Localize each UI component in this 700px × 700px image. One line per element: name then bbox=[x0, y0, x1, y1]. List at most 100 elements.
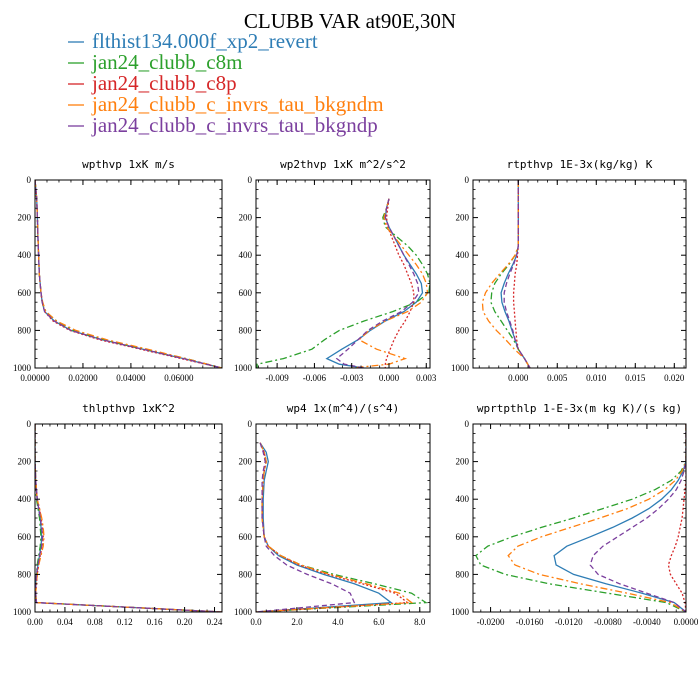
y-tick-label: 200 bbox=[18, 457, 32, 467]
series-line bbox=[507, 424, 686, 612]
x-tick-label: 0.00 bbox=[27, 617, 43, 627]
y-tick-label: 400 bbox=[456, 250, 470, 260]
x-tick-label: -0.0200 bbox=[477, 617, 505, 627]
x-tick-label: 0.015 bbox=[625, 373, 646, 383]
legend-entry: jan24_clubb_c_invrs_tau_bkgndm bbox=[91, 92, 384, 116]
x-tick-label: 0.04000 bbox=[116, 373, 146, 383]
y-tick-label: 800 bbox=[456, 325, 470, 335]
x-tick-label: -0.006 bbox=[303, 373, 327, 383]
x-tick-label: 0.0000 bbox=[674, 617, 699, 627]
x-tick-label: 0.010 bbox=[586, 373, 607, 383]
y-tick-label: 200 bbox=[456, 457, 470, 467]
x-tick-label: 0.20 bbox=[177, 617, 193, 627]
figure-title: CLUBB VAR at90E,30N bbox=[244, 9, 456, 33]
legend-entry: jan24_clubb_c_invrs_tau_bkgndp bbox=[91, 113, 378, 137]
y-tick-label: 600 bbox=[18, 288, 32, 298]
series-line bbox=[589, 424, 686, 612]
series-line bbox=[481, 180, 531, 368]
series-line bbox=[512, 180, 531, 368]
panel-title: wp4 1x(m^4)/(s^4) bbox=[287, 402, 400, 415]
y-tick-label: 400 bbox=[239, 494, 253, 504]
x-tick-label: -0.0160 bbox=[516, 617, 544, 627]
x-tick-label: 0.0 bbox=[250, 617, 262, 627]
y-tick-label: 0 bbox=[248, 419, 253, 429]
y-tick-label: 200 bbox=[18, 213, 32, 223]
series-group bbox=[256, 442, 428, 612]
legend-entry: jan24_clubb_c8p bbox=[91, 71, 237, 95]
series-line bbox=[35, 180, 222, 368]
y-tick-label: 600 bbox=[239, 288, 253, 298]
y-tick-label: 200 bbox=[456, 213, 470, 223]
panel-title: thlpthvp 1xK^2 bbox=[82, 402, 175, 415]
x-tick-label: 0.00000 bbox=[20, 373, 50, 383]
x-tick-label: 0.08 bbox=[87, 617, 103, 627]
legend-entry: flthist134.000f_xp2_revert bbox=[92, 29, 318, 53]
y-tick-label: 400 bbox=[239, 250, 253, 260]
y-tick-label: 200 bbox=[239, 457, 253, 467]
x-tick-label: 6.0 bbox=[373, 617, 385, 627]
y-tick-label: 600 bbox=[456, 288, 470, 298]
x-tick-label: 0.02000 bbox=[68, 373, 98, 383]
x-tick-label: 0.020 bbox=[664, 373, 685, 383]
y-tick-label: 800 bbox=[18, 325, 32, 335]
y-tick-label: 0 bbox=[465, 175, 470, 185]
series-line bbox=[256, 442, 414, 612]
x-tick-label: 0.000 bbox=[379, 373, 400, 383]
series-line bbox=[325, 198, 424, 368]
panel-title: wprtpthlp 1-E-3x(m kg K)/(s kg) bbox=[477, 402, 682, 415]
y-tick-label: 800 bbox=[18, 569, 32, 579]
y-tick-label: 1000 bbox=[13, 363, 32, 373]
y-tick-label: 0 bbox=[27, 175, 32, 185]
series-line bbox=[490, 180, 531, 368]
x-tick-label: 0.005 bbox=[547, 373, 568, 383]
panel-title: wpthvp 1xK m/s bbox=[82, 158, 175, 171]
series-line bbox=[553, 424, 686, 612]
legend-entry: jan24_clubb_c8m bbox=[91, 50, 242, 74]
y-tick-label: 800 bbox=[239, 569, 253, 579]
panel-3: rtpthvp 1E-3x(kg/kg) K 0 200 400 600 800 1000 0… bbox=[451, 158, 687, 383]
series-group bbox=[256, 198, 430, 368]
y-tick-label: 1000 bbox=[234, 607, 253, 617]
y-tick-label: 0 bbox=[248, 175, 253, 185]
x-tick-label: 4.0 bbox=[332, 617, 344, 627]
y-tick-label: 0 bbox=[27, 419, 32, 429]
x-tick-label: 2.0 bbox=[291, 617, 303, 627]
x-tick-label: 0.000 bbox=[508, 373, 529, 383]
panel-6: wprtpthlp 1-E-3x(m kg K)/(s kg) 0 200 400 60… bbox=[451, 402, 699, 627]
x-tick-label: 0.04 bbox=[57, 617, 73, 627]
y-tick-label: 400 bbox=[456, 494, 470, 504]
y-tick-label: 800 bbox=[239, 325, 253, 335]
x-tick-label: 0.16 bbox=[147, 617, 163, 627]
y-tick-label: 600 bbox=[239, 532, 253, 542]
y-tick-label: 400 bbox=[18, 250, 32, 260]
y-tick-label: 1000 bbox=[451, 363, 470, 373]
series-line bbox=[667, 424, 686, 612]
series-line bbox=[256, 442, 356, 612]
series-line bbox=[351, 198, 429, 368]
x-tick-label: -0.003 bbox=[340, 373, 364, 383]
x-tick-label: 0.12 bbox=[117, 617, 133, 627]
panel-title: rtpthvp 1E-3x(kg/kg) K bbox=[507, 158, 653, 171]
x-tick-label: -0.0120 bbox=[555, 617, 583, 627]
series-group bbox=[481, 180, 531, 368]
y-tick-label: 400 bbox=[18, 494, 32, 504]
x-tick-label: -0.0040 bbox=[633, 617, 661, 627]
y-tick-label: 1000 bbox=[13, 607, 32, 617]
y-tick-label: 1000 bbox=[234, 363, 253, 373]
y-tick-label: 0 bbox=[465, 419, 470, 429]
series-group bbox=[475, 424, 686, 612]
x-tick-label: -0.0080 bbox=[594, 617, 622, 627]
x-tick-label: -0.009 bbox=[266, 373, 290, 383]
x-tick-label: 8.0 bbox=[414, 617, 426, 627]
series-group bbox=[35, 180, 222, 368]
y-tick-label: 200 bbox=[239, 213, 253, 223]
y-tick-label: 1000 bbox=[451, 607, 470, 617]
series-line bbox=[335, 198, 420, 368]
y-tick-label: 600 bbox=[456, 532, 470, 542]
